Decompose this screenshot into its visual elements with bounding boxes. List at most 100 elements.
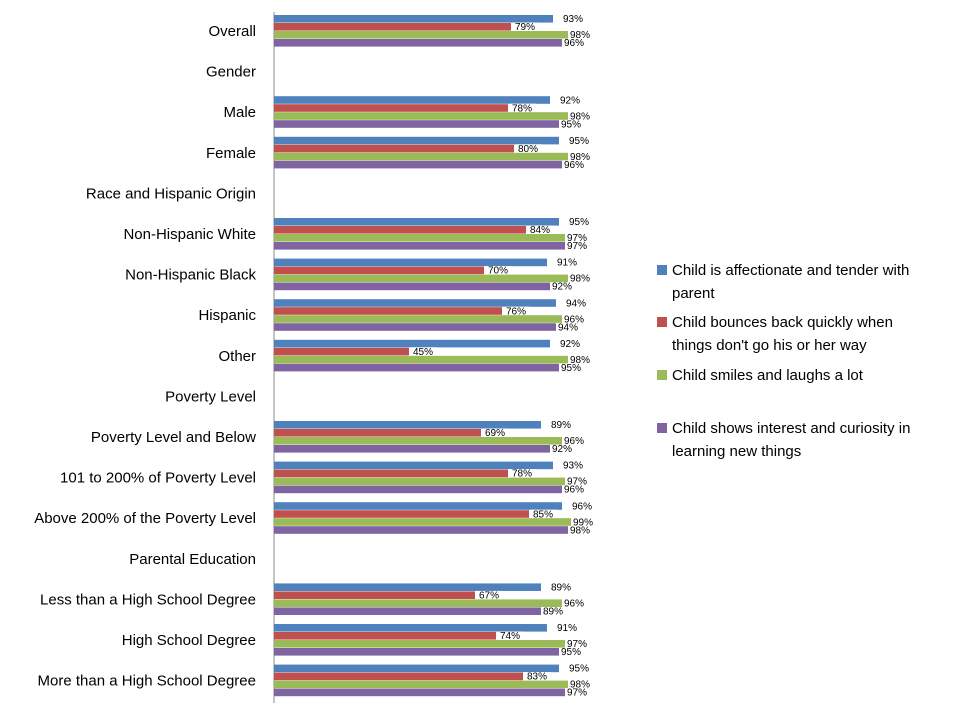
- bar-high-school-degree-series-2: [274, 632, 496, 640]
- bar-101-to-200-of-poverty-level-series-1: [274, 461, 553, 470]
- category-label-high-school-degree: High School Degree: [122, 632, 256, 649]
- value-label-less-than-a-high-school-degree-series-4: 89%: [543, 607, 563, 618]
- value-label-box: [515, 144, 542, 154]
- category-label-female: Female: [206, 145, 256, 162]
- value-label-less-than-a-high-school-degree-series-2: 67%: [479, 591, 499, 602]
- value-label-box: [485, 266, 512, 276]
- bar-overall-series-2: [274, 23, 511, 31]
- value-label-female-series-4: 96%: [564, 160, 584, 171]
- bar-non-hispanic-white-series-2: [274, 226, 526, 234]
- legend: Child is affectionate and tender with par…: [657, 262, 910, 460]
- category-label-parental-education: Parental Education: [129, 551, 256, 568]
- bar-non-hispanic-black-series-2: [274, 266, 484, 275]
- value-label-female-series-2: 80%: [518, 144, 538, 155]
- bar-female-series-2: [274, 144, 514, 153]
- category-label-gender: Gender: [206, 64, 256, 81]
- category-label-more-than-a-high-school-degree: More than a High School Degree: [38, 673, 256, 690]
- bar-101-to-200-of-poverty-level-series-4: [274, 485, 562, 494]
- bar-male-series-1: [274, 96, 550, 104]
- bar-less-than-a-high-school-degree-series-1: [274, 583, 541, 591]
- bar-less-than-a-high-school-degree-series-2: [274, 591, 475, 599]
- value-label-poverty-level-and-below-series-1: 89%: [551, 420, 571, 431]
- category-label-male: Male: [223, 104, 256, 121]
- bar-other-series-3: [274, 355, 568, 364]
- value-label-non-hispanic-black-series-4: 92%: [552, 282, 572, 293]
- value-label-hispanic-series-2: 76%: [506, 306, 526, 317]
- value-label-non-hispanic-black-series-1: 91%: [557, 258, 577, 269]
- category-label-poverty-level: Poverty Level: [165, 388, 256, 405]
- value-label-box: [410, 347, 437, 357]
- value-label-other-series-1: 92%: [560, 339, 580, 350]
- category-label-non-hispanic-black: Non-Hispanic Black: [125, 267, 256, 284]
- value-label-101-to-200-of-poverty-level-series-4: 96%: [564, 485, 584, 496]
- value-label-other-series-4: 95%: [561, 363, 581, 374]
- value-label-more-than-a-high-school-degree-series-3: 98%: [570, 680, 590, 691]
- bar-less-than-a-high-school-degree-series-4: [274, 607, 541, 615]
- value-label-box: [497, 631, 524, 642]
- value-label-box: [503, 306, 530, 317]
- bar-more-than-a-high-school-degree-series-2: [274, 672, 523, 681]
- bar-hispanic-series-1: [274, 299, 556, 307]
- value-label-male-series-4: 95%: [561, 119, 581, 130]
- category-label-101-to-200-of-poverty-level: 101 to 200% of Poverty Level: [60, 470, 256, 487]
- bar-poverty-level-and-below-series-1: [274, 421, 541, 429]
- bar-high-school-degree-series-1: [274, 624, 547, 632]
- value-label-high-school-degree-series-3: 97%: [567, 639, 587, 650]
- value-label-above-200-of-the-poverty-level-series-1: 96%: [572, 501, 592, 512]
- legend-label-series-1: Child is affectionate and tender with: [672, 262, 909, 279]
- value-label-male-series-2: 78%: [512, 103, 532, 114]
- legend-label-series-2: Child bounces back quickly when: [672, 314, 893, 331]
- bars-layer: 93%79%98%96%92%78%98%95%95%80%98%96%95%8…: [274, 14, 593, 699]
- value-label-box: [530, 509, 557, 520]
- bar-101-to-200-of-poverty-level-series-3: [274, 477, 565, 486]
- bar-above-200-of-the-poverty-level-series-3: [274, 518, 571, 526]
- value-label-female-series-3: 98%: [570, 152, 590, 163]
- value-label-box: [524, 672, 551, 682]
- legend-swatch-series-2: [657, 317, 667, 327]
- bar-overall-series-3: [274, 31, 568, 39]
- category-label-non-hispanic-white: Non-Hispanic White: [123, 226, 256, 243]
- value-label-more-than-a-high-school-degree-series-4: 97%: [567, 688, 587, 699]
- bar-hispanic-series-3: [274, 315, 562, 323]
- value-label-box: [512, 22, 539, 33]
- value-label-101-to-200-of-poverty-level-series-2: 78%: [512, 469, 532, 480]
- bar-poverty-level-and-below-series-4: [274, 445, 550, 453]
- bar-overall-series-4: [274, 39, 562, 47]
- value-label-poverty-level-and-below-series-3: 96%: [564, 436, 584, 447]
- category-label-hispanic: Hispanic: [198, 307, 256, 324]
- value-label-overall-series-3: 98%: [570, 30, 590, 41]
- value-label-male-series-1: 92%: [560, 95, 580, 106]
- legend-swatch-series-4: [657, 423, 667, 433]
- bar-hispanic-series-4: [274, 323, 556, 331]
- bar-high-school-degree-series-4: [274, 648, 559, 656]
- value-label-non-hispanic-white-series-2: 84%: [530, 225, 550, 236]
- bar-female-series-4: [274, 160, 562, 169]
- category-label-poverty-level-and-below: Poverty Level and Below: [91, 429, 256, 446]
- bar-high-school-degree-series-3: [274, 640, 565, 648]
- value-label-male-series-3: 98%: [570, 111, 590, 122]
- bar-more-than-a-high-school-degree-series-4: [274, 688, 565, 697]
- legend-swatch-series-1: [657, 265, 667, 275]
- bar-poverty-level-and-below-series-2: [274, 429, 481, 437]
- value-label-non-hispanic-black-series-3: 98%: [570, 274, 590, 285]
- category-labels: Overall Gender Male Female Race and Hispanic…: [34, 23, 256, 690]
- bar-other-series-4: [274, 363, 559, 372]
- bar-female-series-1: [274, 136, 559, 145]
- bar-less-than-a-high-school-degree-series-3: [274, 599, 562, 607]
- category-label-above-200-of-the-poverty-level: Above 200% of the Poverty Level: [34, 510, 256, 527]
- bar-non-hispanic-white-series-1: [274, 218, 559, 226]
- category-label-other: Other: [218, 348, 256, 365]
- value-label-overall-series-2: 79%: [515, 22, 535, 33]
- value-label-101-to-200-of-poverty-level-series-3: 97%: [567, 477, 587, 488]
- bar-male-series-3: [274, 112, 568, 120]
- value-label-other-series-2: 45%: [413, 347, 433, 358]
- bar-101-to-200-of-poverty-level-series-2: [274, 469, 508, 478]
- value-label-non-hispanic-white-series-3: 97%: [567, 233, 587, 244]
- bar-other-series-1: [274, 339, 550, 348]
- legend-label-series-4: Child shows interest and curiosity in: [672, 420, 910, 437]
- value-label-box: [527, 225, 554, 236]
- legend-label-series-2: things don't go his or her way: [672, 337, 867, 354]
- bar-non-hispanic-black-series-3: [274, 274, 568, 283]
- bar-non-hispanic-black-series-4: [274, 282, 550, 291]
